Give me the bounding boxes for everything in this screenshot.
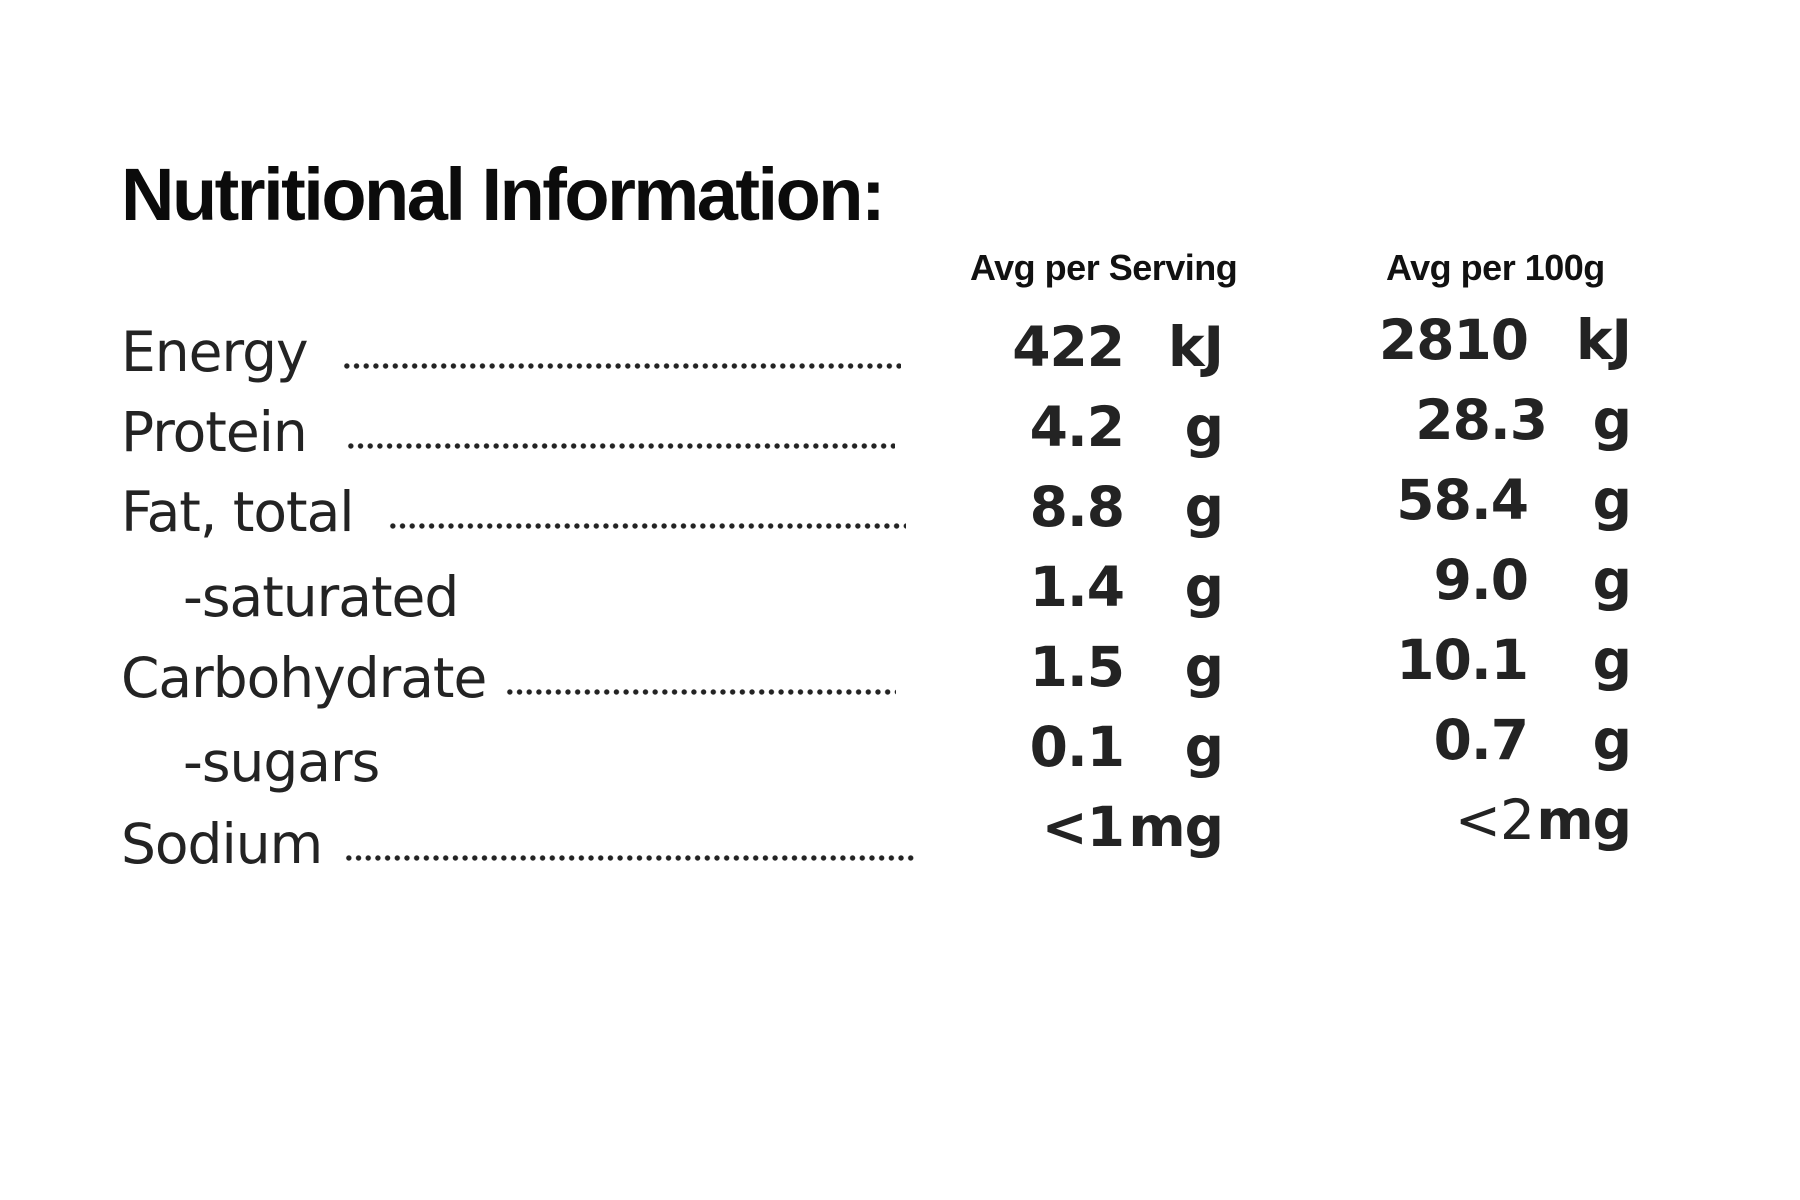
per-100g-value: 58.4 — [1396, 468, 1529, 532]
serving-value: 4.2 — [1029, 395, 1125, 459]
serving-value: <1 — [1041, 795, 1125, 859]
serving-unit: g — [1184, 715, 1224, 779]
serving-unit: mg — [1128, 795, 1224, 859]
per-100g-unit: g — [1592, 388, 1632, 452]
serving-unit: g — [1184, 635, 1224, 699]
panel-title: Nutritional Information: — [121, 153, 886, 236]
per-100g-value: 2810 — [1378, 308, 1529, 372]
serving-value: 1.5 — [1029, 635, 1125, 699]
nutrient-label: Carbohydrate — [121, 646, 487, 710]
dot-leader — [342, 362, 901, 370]
dot-leader — [346, 442, 895, 450]
dot-leader — [344, 854, 914, 862]
per-100g-value: 10.1 — [1396, 628, 1529, 692]
nutrient-label: Protein — [121, 400, 308, 464]
per-100g-unit: g — [1592, 548, 1632, 612]
serving-unit: kJ — [1167, 315, 1224, 379]
per-100g-value: 9.0 — [1433, 548, 1529, 612]
nutrient-label: Energy — [121, 320, 309, 384]
per-100g-value: 0.7 — [1433, 708, 1529, 772]
nutrient-label: Fat, total — [121, 480, 355, 544]
serving-value: 1.4 — [1029, 555, 1125, 619]
nutrient-label: Sodium — [121, 812, 323, 876]
serving-unit: g — [1184, 475, 1224, 539]
per-100g-unit: mg — [1536, 788, 1632, 852]
nutrient-label: -saturated — [183, 565, 459, 629]
serving-unit: g — [1184, 555, 1224, 619]
nutrient-label: -sugars — [183, 730, 380, 794]
dot-leader — [388, 522, 906, 530]
serving-value: 8.8 — [1029, 475, 1125, 539]
per-100g-unit: g — [1592, 708, 1632, 772]
per-100g-unit: kJ — [1575, 308, 1632, 372]
serving-value: 422 — [1012, 315, 1125, 379]
serving-value: 0.1 — [1029, 715, 1125, 779]
column-header-per-100g: Avg per 100g — [1386, 247, 1605, 288]
per-100g-value: 28.3 — [1415, 388, 1548, 452]
column-header-serving: Avg per Serving — [970, 247, 1238, 288]
per-100g-unit: g — [1592, 628, 1632, 692]
per-100g-unit: g — [1592, 468, 1632, 532]
per-100g-value: <2 — [1454, 788, 1535, 852]
serving-unit: g — [1184, 395, 1224, 459]
dot-leader — [505, 688, 896, 696]
